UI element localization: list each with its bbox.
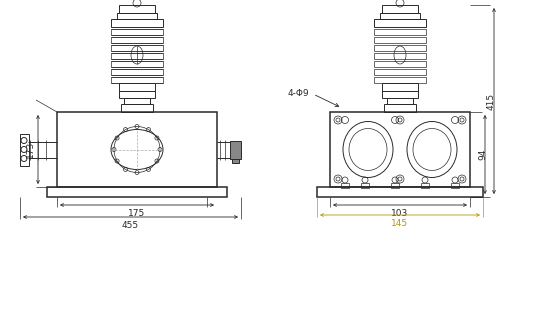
Bar — [117, 13, 157, 19]
Bar — [57, 112, 217, 187]
Bar — [124, 98, 150, 104]
Text: 145: 145 — [391, 219, 408, 228]
Text: 94: 94 — [478, 149, 487, 160]
Bar — [374, 61, 426, 67]
Text: 455: 455 — [122, 221, 139, 230]
Bar — [380, 13, 420, 19]
Text: 103: 103 — [391, 209, 408, 218]
Bar — [111, 45, 163, 51]
Bar — [374, 37, 426, 43]
Bar — [119, 91, 155, 98]
Bar — [330, 112, 470, 187]
Bar — [47, 187, 227, 197]
Bar — [111, 53, 163, 59]
Bar — [111, 37, 163, 43]
Bar — [111, 77, 163, 83]
Bar — [119, 5, 155, 13]
Text: 4-Φ9: 4-Φ9 — [287, 89, 309, 98]
Bar — [317, 187, 483, 197]
Bar — [230, 140, 241, 159]
Bar — [374, 77, 426, 83]
Bar — [121, 104, 153, 112]
Bar — [111, 19, 163, 27]
Bar — [387, 98, 413, 104]
Bar — [384, 104, 416, 112]
Bar — [232, 159, 239, 162]
Bar — [382, 83, 418, 91]
Bar — [374, 19, 426, 27]
Bar — [382, 91, 418, 98]
Text: 415: 415 — [487, 92, 496, 110]
Text: 173: 173 — [26, 141, 35, 158]
Bar — [421, 183, 429, 188]
Bar — [111, 61, 163, 67]
Bar — [111, 69, 163, 75]
Bar — [374, 53, 426, 59]
Bar — [361, 183, 369, 188]
Bar — [451, 183, 459, 188]
Bar — [374, 29, 426, 35]
Bar — [341, 183, 349, 188]
Bar — [382, 5, 418, 13]
Bar — [374, 45, 426, 51]
Bar — [374, 69, 426, 75]
Bar — [111, 29, 163, 35]
Bar — [20, 134, 29, 165]
Bar — [391, 183, 399, 188]
Bar — [119, 83, 155, 91]
Text: 175: 175 — [129, 209, 146, 218]
